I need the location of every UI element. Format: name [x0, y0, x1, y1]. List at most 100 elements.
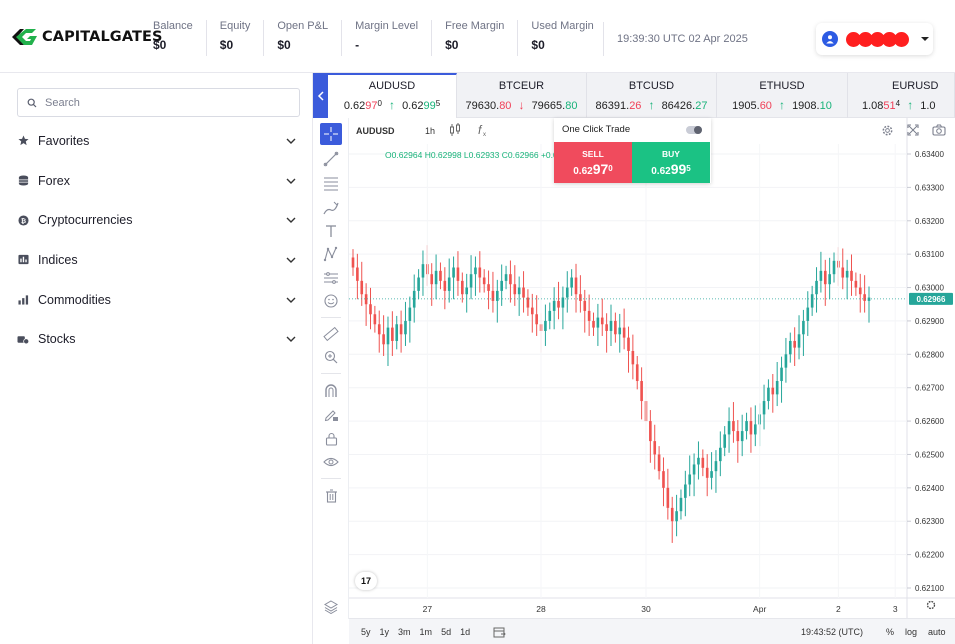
chart-timeframe[interactable]: 1h	[425, 126, 436, 136]
chart-canvas[interactable]: 0.634000.633000.632000.631000.630000.629…	[349, 118, 955, 618]
chart-symbol[interactable]: AUDUSD	[356, 126, 395, 136]
one-click-trade-panel: One Click Trade SELL 0.62970 BUY 0.62995	[554, 118, 711, 183]
arrow-up-icon: ↑	[389, 98, 395, 112]
fib-tool[interactable]	[320, 172, 342, 194]
chevron-down-icon	[286, 336, 296, 343]
candle-body	[557, 300, 560, 308]
emoji-tool[interactable]	[320, 290, 342, 312]
candle-body	[815, 280, 818, 295]
text-tool[interactable]	[320, 220, 342, 242]
category-indices[interactable]: Indices	[17, 240, 300, 280]
log-scale-toggle[interactable]: log	[905, 627, 918, 637]
one-click-toggle[interactable]	[686, 126, 702, 134]
category-label: Forex	[38, 173, 70, 188]
buy-label: BUY	[662, 149, 680, 159]
candle-body	[574, 277, 578, 295]
candle-body	[705, 467, 709, 478]
candle-body	[600, 317, 604, 325]
candles-type-icon[interactable]	[449, 123, 461, 137]
lock-tool[interactable]	[320, 428, 342, 450]
candle-body	[452, 267, 455, 278]
candle-body	[823, 270, 827, 285]
prediction-tool[interactable]	[320, 267, 342, 289]
candle-body	[793, 340, 796, 348]
crosshair-tool[interactable]	[320, 123, 342, 145]
user-menu[interactable]	[816, 23, 933, 55]
stat-value: $0	[445, 38, 459, 52]
sell-price-main: 1905.	[732, 100, 760, 112]
category-cryptocurrencies[interactable]: ₿ Cryptocurrencies	[17, 200, 300, 240]
range-1d[interactable]: 1d	[460, 627, 471, 637]
ruler-tool[interactable]	[320, 323, 342, 345]
candle-body	[767, 387, 770, 402]
category-stocks[interactable]: Stocks	[17, 319, 300, 359]
auto-scale-toggle[interactable]: auto	[928, 627, 946, 637]
brand-logo[interactable]: CAPITALGATES	[10, 27, 163, 47]
sell-price: 0.62970	[554, 161, 632, 177]
user-icon	[822, 31, 838, 47]
y-tick-label: 0.63200	[915, 217, 944, 226]
magnet-tool[interactable]	[320, 380, 342, 402]
range-1m[interactable]: 1m	[419, 627, 433, 637]
search-box[interactable]	[17, 88, 300, 117]
pattern-tool[interactable]	[320, 243, 342, 265]
range-3m[interactable]: 3m	[398, 627, 411, 637]
sell-price-main: 0.62	[573, 166, 593, 177]
candle-body	[570, 277, 573, 288]
toolbar-divider	[321, 317, 341, 318]
range-1y[interactable]: 1y	[379, 627, 390, 637]
search-input[interactable]	[45, 96, 285, 109]
category-favorites[interactable]: Favorites	[17, 121, 300, 161]
y-tick-label: 0.62800	[915, 350, 944, 359]
lock-drawing-tool[interactable]	[320, 404, 342, 426]
crypto-icon: ₿	[17, 214, 29, 226]
trendline-tool[interactable]	[320, 148, 342, 170]
tradingview-logo[interactable]: 17	[355, 572, 377, 590]
candle-body	[408, 307, 412, 321]
toolbar-divider	[321, 373, 341, 374]
eye-icon	[323, 457, 339, 467]
current-price-tag	[909, 292, 953, 305]
stat-label: Free Margin	[445, 20, 505, 32]
sell-button[interactable]: SELL 0.62970	[554, 142, 632, 183]
gear-icon[interactable]	[880, 123, 894, 137]
tab-btcusd[interactable]: BTCUSD 86391.26 ↑ 86426.27	[587, 73, 717, 118]
star-icon	[17, 135, 29, 147]
fullscreen-icon[interactable]	[906, 123, 920, 137]
tab-btceur[interactable]: BTCEUR 79630.80 ↓ 79665.80	[457, 73, 587, 118]
price-chart[interactable]: 0.63400 0.63300 0.63200 0.63100 0.63000 0.629…	[349, 118, 955, 618]
category-commodities[interactable]: Commodities	[17, 280, 300, 320]
y-tick-label: 0.62700	[915, 384, 944, 393]
buy-price-pips: 27	[695, 100, 708, 112]
brush-tool[interactable]	[320, 197, 342, 219]
candle-body	[714, 461, 718, 472]
buy-button[interactable]: BUY 0.62995	[632, 142, 710, 183]
tab-eurusd[interactable]: EURUSD 1.08514 ↑ 1.0	[848, 73, 955, 118]
arrow-down-icon: ↓	[518, 98, 525, 112]
percent-scale-toggle[interactable]: %	[886, 627, 895, 637]
candle-body	[740, 431, 744, 442]
zoom-tool[interactable]	[320, 346, 342, 368]
arrow-up-icon: ↑	[779, 98, 785, 112]
y-tick-label: 0.62200	[915, 551, 944, 560]
stat-label: Open P&L	[277, 20, 329, 32]
chart-clock[interactable]: 19:43:52 (UTC)	[801, 627, 864, 637]
visibility-tool[interactable]	[320, 451, 342, 473]
candle-body	[649, 421, 652, 442]
tabs-scroll-left-button[interactable]	[313, 73, 328, 118]
range-5y[interactable]: 5y	[361, 627, 371, 637]
camera-icon[interactable]	[932, 123, 946, 137]
tab-ethusd[interactable]: ETHUSD 1905.60 ↑ 1908.10	[717, 73, 848, 118]
goto-date-icon[interactable]	[493, 626, 506, 638]
candle-body	[522, 287, 525, 298]
tab-audusd[interactable]: AUDUSD 0.62970 ↑ 0.62995	[328, 73, 457, 118]
coins-icon	[17, 175, 29, 187]
layers-button[interactable]	[313, 595, 349, 618]
ticker-symbol: BTCUSD	[628, 80, 675, 92]
range-5d[interactable]: 5d	[441, 627, 452, 637]
candle-body	[544, 320, 547, 331]
remove-drawings-tool[interactable]	[320, 485, 342, 507]
category-forex[interactable]: Forex	[17, 161, 300, 201]
